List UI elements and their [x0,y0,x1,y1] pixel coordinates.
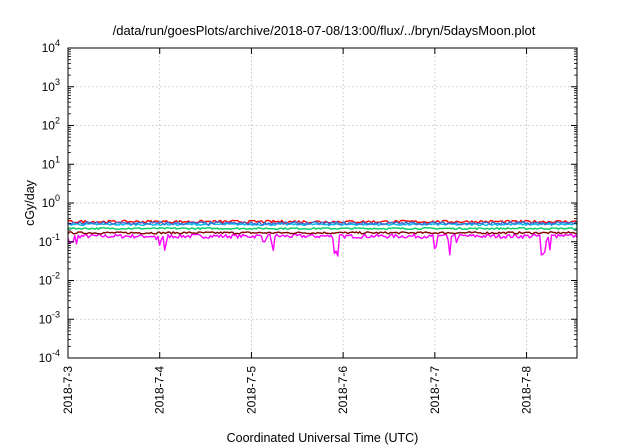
series-line [67,227,578,230]
axis-ticks: 10-4 10-3 10-2 10-1 100 101 102 103 104 2018-7-3 2… [39,38,577,414]
y-tick-label: 104 [42,38,60,55]
x-tick-label: 2018-7-6 [336,366,350,414]
y-axis-label: cGy/day [23,179,37,226]
y-tick-label: 102 [42,116,60,133]
y-tick-label: 10-1 [39,232,60,249]
x-tick-label: 2018-7-4 [153,366,167,414]
y-tick-label: 10-2 [39,271,60,288]
x-axis-label: Coordinated Universal Time (UTC) [227,431,419,445]
x-tick-label: 2018-7-5 [244,366,258,414]
grid-lines [68,48,577,358]
y-tick-label: 103 [42,77,60,94]
series-line [67,233,578,257]
series-line [67,222,578,227]
x-tick-label: 2018-7-7 [428,366,442,414]
y-tick-label: 10-3 [39,309,60,326]
y-tick-label: 101 [42,154,60,171]
chart-title: /data/run/goesPlots/archive/2018-07-08/1… [113,23,536,38]
x-tick-label: 2018-7-8 [520,366,534,414]
series-line [67,221,578,226]
y-tick-label: 100 [42,193,60,210]
series-lines [67,219,578,257]
y-tick-label: 10-4 [39,348,60,365]
x-tick-label: 2018-7-3 [61,366,75,414]
series-line [67,231,578,235]
